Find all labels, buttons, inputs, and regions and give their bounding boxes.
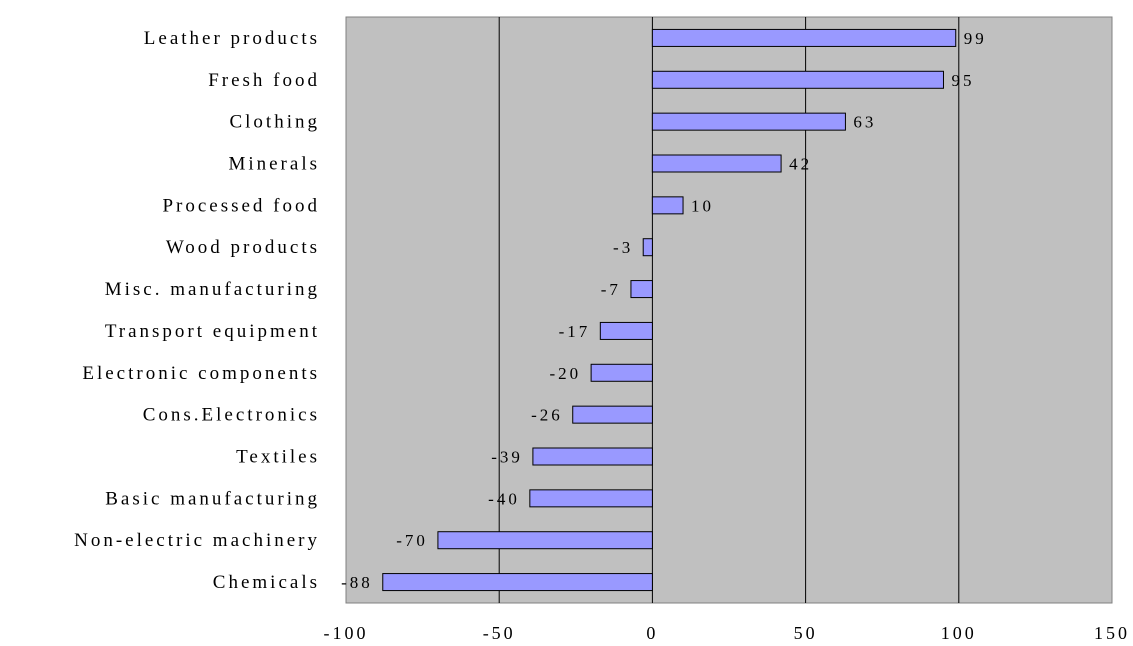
x-tick-label: 0 xyxy=(646,623,658,643)
bars xyxy=(382,28,957,592)
bar xyxy=(651,112,846,131)
bar xyxy=(651,70,944,89)
bar xyxy=(651,196,684,215)
category-label: Non-electric machinery xyxy=(74,530,320,551)
bar xyxy=(532,447,653,466)
category-label: Cons.Electronics xyxy=(143,405,320,426)
data-label: -40 xyxy=(488,489,520,508)
data-labels: 99 95 63 42 10 -3 -7 -17 -20 -26 -39 -40 -70 -88 xyxy=(341,29,987,592)
bar xyxy=(599,321,653,340)
data-label: -26 xyxy=(531,406,563,425)
data-label: -7 xyxy=(601,280,621,299)
category-label: Chemicals xyxy=(213,572,320,593)
category-label: Electronic components xyxy=(82,363,320,384)
bar xyxy=(529,489,653,508)
bar xyxy=(572,405,653,424)
data-label: 99 xyxy=(964,29,987,48)
category-label: Leather products xyxy=(144,28,320,49)
bar xyxy=(651,28,957,47)
x-tick-label: 50 xyxy=(794,623,818,643)
x-tick-label: 150 xyxy=(1094,623,1130,643)
x-tick-label: 100 xyxy=(941,623,977,643)
category-label: Basic manufacturing xyxy=(105,488,320,509)
data-label: 95 xyxy=(951,71,974,90)
bar xyxy=(630,280,653,299)
data-label: 42 xyxy=(789,155,812,174)
bar xyxy=(382,573,653,592)
bar xyxy=(651,154,782,173)
bar xyxy=(642,238,653,257)
data-label: -70 xyxy=(396,531,428,550)
category-label: Fresh food xyxy=(208,70,320,91)
data-label: -17 xyxy=(559,322,591,341)
data-label: -88 xyxy=(341,573,373,592)
data-label: 63 xyxy=(853,113,876,132)
category-label: Transport equipment xyxy=(105,321,320,342)
category-label: Processed food xyxy=(162,195,320,216)
data-label: -3 xyxy=(613,238,633,257)
data-label: -39 xyxy=(491,448,523,467)
bar xyxy=(437,531,653,550)
data-label: 10 xyxy=(691,196,714,215)
category-label: Clothing xyxy=(229,112,320,133)
category-label: Minerals xyxy=(228,154,320,175)
bar xyxy=(590,363,653,382)
category-labels: Leather products Fresh food Clothing Minera… xyxy=(74,28,320,593)
x-axis-tick-labels: -100 -50 0 50 100 150 xyxy=(324,623,1130,643)
data-label: -20 xyxy=(549,364,581,383)
x-tick-label: -50 xyxy=(483,623,516,643)
category-label: Textiles xyxy=(236,447,320,468)
plot-area xyxy=(345,16,1113,604)
category-label: Misc. manufacturing xyxy=(105,279,320,300)
x-tick-label: -100 xyxy=(324,623,369,643)
category-label: Wood products xyxy=(166,237,320,258)
